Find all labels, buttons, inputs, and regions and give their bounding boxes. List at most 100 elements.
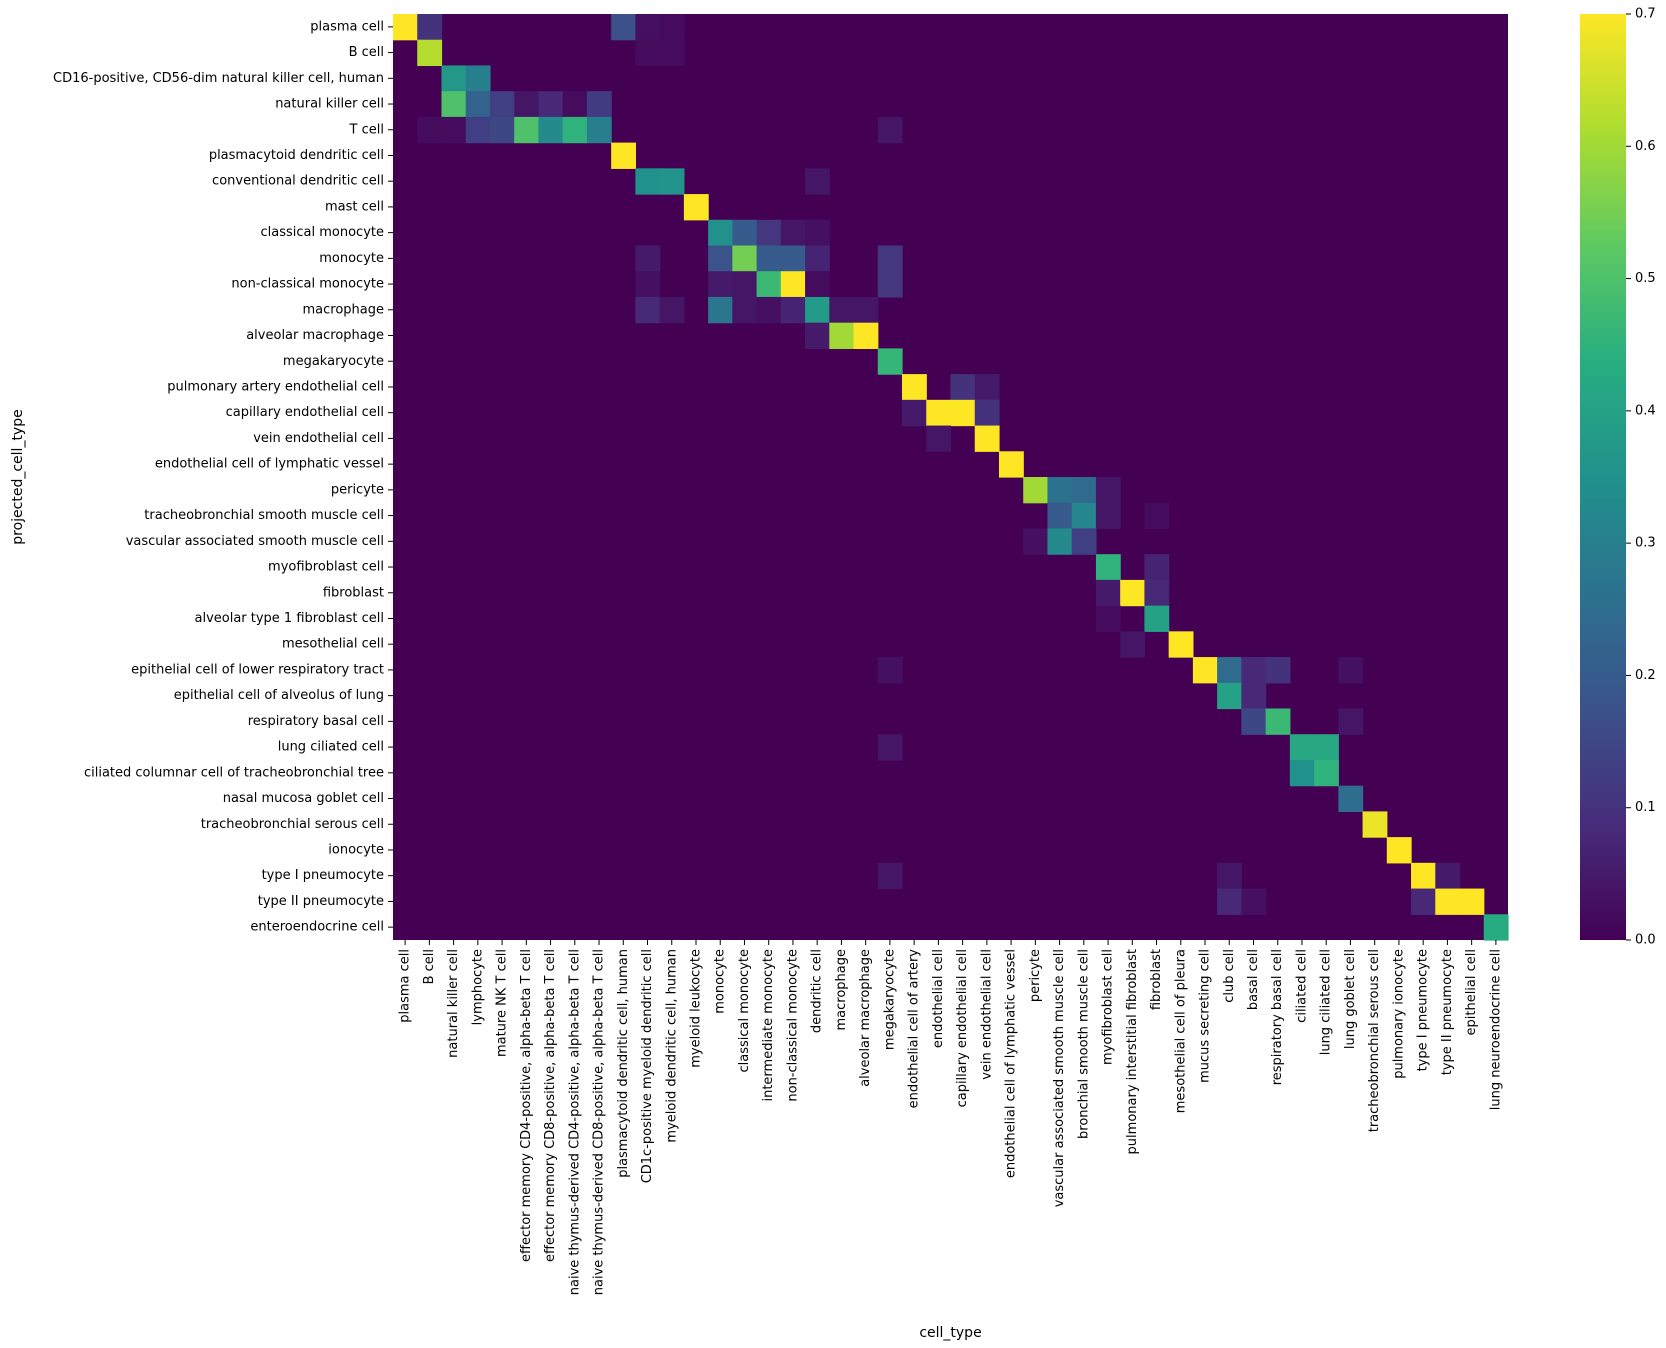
heatmap-cell [926,425,952,452]
y-tick-label: conventional dendritic cell [212,174,384,189]
x-tick-label: lung ciliated cell [1319,949,1334,1055]
heatmap-cell [1459,888,1485,915]
heatmap-cell [586,91,612,118]
x-tick-label: B cell [422,949,437,984]
y-tick-label: endothelial cell of lymphatic vessel [155,457,384,472]
heatmap-cell [1483,914,1509,941]
heatmap-cell [1241,682,1267,710]
heatmap-cell [635,14,661,41]
x-tick-label: monocyte [713,949,728,1014]
x-tick-label: pulmonary ionocyte [1391,949,1406,1079]
heatmap-cell [877,734,903,761]
heatmap-cell [417,39,443,67]
heatmap-cell [1362,811,1388,838]
heatmap-cell [1192,657,1218,684]
heatmap-cell [732,219,758,247]
heatmap-cells [393,14,1509,941]
y-tick-label: plasmacytoid dendritic cell [209,148,384,163]
x-tick-label: pericyte [1028,949,1043,1002]
heatmap-cell [635,39,661,67]
heatmap-cell [756,296,782,324]
heatmap-cell [829,322,855,349]
colorbar-tick-label: 0.0 [1635,933,1656,948]
heatmap-cell [489,91,515,118]
y-tick-label: non-classical monocyte [231,277,384,292]
y-tick-label: tracheobronchial smooth muscle cell [144,508,384,523]
x-tick-label: plasmacytoid dendritic cell, human [616,949,631,1178]
x-tick-label: lung neuroendocrine cell [1488,949,1503,1110]
heatmap-cell [974,399,1000,427]
heatmap-cell [538,91,564,118]
heatmap-cell [1314,759,1339,787]
y-tick-label: ionocyte [328,842,384,857]
heatmap-cell [1071,477,1097,504]
x-tick-label: dendritic cell [810,949,825,1033]
y-tick-label: plasma cell [310,19,384,34]
heatmap-cell [1095,554,1121,581]
heatmap-cell [1168,631,1194,658]
heatmap-cell [562,91,588,118]
y-tick-label: enteroendocrine cell [250,920,384,935]
y-tick-label: nasal mucosa goblet cell [223,791,384,806]
x-tick-label: macrophage [834,949,849,1031]
heatmap-cell [441,65,467,92]
y-tick-label: fibroblast [323,585,384,600]
heatmap-cell [1023,477,1049,504]
heatmap-cell [877,348,903,375]
heatmap-cell [514,116,540,144]
x-tick-label: vein endothelial cell [979,949,994,1080]
heatmap-cell [441,91,467,118]
colorbar-ticks: 0.0 0.1 0.2 0.3 0.4 0.5 0.6 0.7 [1626,7,1656,948]
heatmap-cell [805,168,830,195]
heatmap-cell [950,399,976,427]
y-tick-label: alveolar type 1 fibroblast cell [194,611,384,626]
y-tick-label: B cell [349,45,384,60]
heatmap-cell [732,245,758,272]
y-tick-label: T cell [349,122,384,137]
heatmap-cell [708,271,733,298]
x-tick-label: non-classical monocyte [785,949,800,1102]
heatmap-cell [1071,502,1097,530]
y-tick-label: type I pneumocyte [262,868,384,883]
x-tick-label: endothelial cell of lymphatic vessel [1004,949,1019,1178]
heatmap-cell [756,219,782,247]
x-tick-label: lung goblet cell [1343,949,1358,1049]
x-tick-label: capillary endothelial cell [955,949,970,1107]
heatmap-cell [659,296,685,324]
heatmap-cell [708,245,733,272]
x-tick-label: myeloid leukocyte [688,949,703,1068]
heatmap-cell [659,39,685,67]
heatmap-cell [877,245,903,272]
heatmap-cell [635,245,661,272]
heatmap-cell [1217,888,1242,915]
y-axis-label: projected_cell_type [10,409,26,544]
colorbar-tick-label: 0.4 [1635,403,1656,418]
heatmap-cell [659,14,685,41]
y-tick-label: pulmonary artery endothelial cell [167,379,384,394]
colorbar-tick-label: 0.7 [1635,7,1656,22]
heatmap-cell [1144,605,1170,632]
y-tick-label: classical monocyte [261,225,385,240]
heatmap-cell [902,374,927,401]
heatmap-cell [586,116,612,144]
heatmap-cell [780,271,806,298]
heatmap-cell [562,116,588,144]
x-tick-label: intermediate monocyte [761,949,776,1102]
heatmap-cell [1023,528,1049,555]
y-tick-label: capillary endothelial cell [226,405,384,420]
heatmap-cell [489,116,515,144]
y-tick-label: epithelial cell of alveolus of lung [174,688,384,703]
x-tick-label: ciliated cell [1294,949,1309,1023]
x-tick-label: mucus secreting cell [1198,949,1213,1083]
heatmap-cell [1265,708,1291,735]
y-tick-label: vascular associated smooth muscle cell [126,534,384,549]
heatmap-cell [708,296,733,324]
heatmap-cell [950,374,976,401]
heatmap-cell [1386,837,1412,864]
x-tick-label: effector memory CD4-positive, alpha-beta… [519,949,534,1262]
x-tick-label: epithelial cell [1464,949,1479,1036]
heatmap-cell [659,168,685,195]
heatmap-cell [829,296,855,324]
heatmap-cell [974,374,1000,401]
